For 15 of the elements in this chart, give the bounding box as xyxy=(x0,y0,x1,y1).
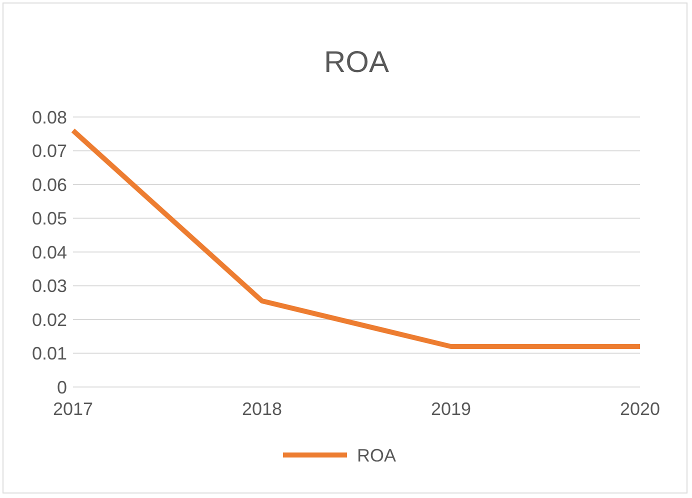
y-tick-label: 0.08 xyxy=(32,107,67,128)
x-tick-label: 2020 xyxy=(620,399,660,419)
x-tick-label: 2017 xyxy=(52,399,94,419)
x-tick-label: 2018 xyxy=(242,399,282,419)
chart-title: ROA xyxy=(324,46,390,79)
y-tick-label: 0.01 xyxy=(32,344,67,364)
y-tick-label: 0.07 xyxy=(32,141,67,162)
legend-label: ROA xyxy=(357,445,396,466)
x-tick-label: 2019 xyxy=(430,399,472,419)
y-tick-label: 0.05 xyxy=(32,208,67,229)
y-tick-label: 0.04 xyxy=(32,242,67,262)
y-tick-label: 0.03 xyxy=(32,276,67,296)
y-tick-label: 0.02 xyxy=(32,310,67,330)
y-tick-label: 0 xyxy=(56,377,67,398)
y-tick-label: 0.06 xyxy=(32,174,67,195)
